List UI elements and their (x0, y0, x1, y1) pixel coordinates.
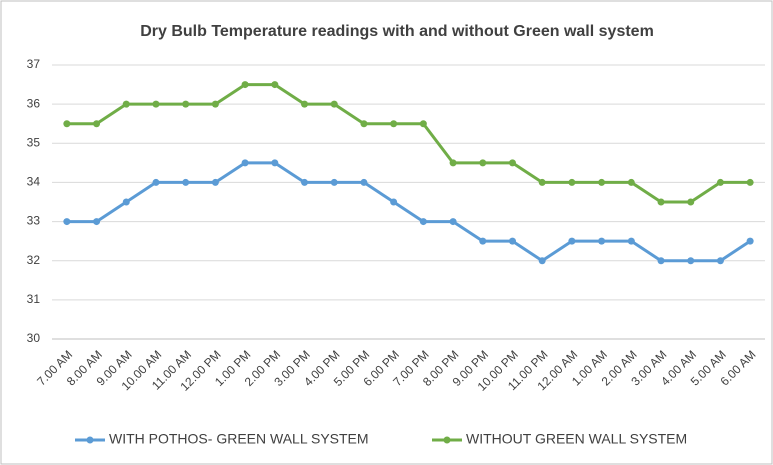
data-point (390, 120, 398, 128)
data-point (687, 198, 695, 206)
data-point (122, 100, 130, 108)
data-point (271, 81, 279, 89)
data-point (449, 218, 457, 226)
data-point (241, 159, 249, 167)
series-line (66, 83, 751, 204)
data-point (93, 120, 101, 128)
y-tick-label: 32 (27, 253, 41, 267)
data-point (627, 237, 635, 245)
legend-marker (443, 436, 451, 444)
legend-label: WITHOUT GREEN WALL SYSTEM (466, 431, 687, 447)
data-point (479, 159, 487, 167)
data-point (716, 178, 724, 186)
data-point (538, 257, 546, 265)
data-point (63, 218, 71, 226)
series-line (66, 161, 751, 263)
data-point (360, 178, 368, 186)
legend-marker (86, 436, 94, 444)
data-point (211, 100, 219, 108)
data-point (508, 159, 516, 167)
data-point (330, 100, 338, 108)
data-point (657, 257, 665, 265)
data-point (508, 237, 516, 245)
data-point (538, 178, 546, 186)
data-point (301, 178, 309, 186)
data-point (182, 178, 190, 186)
data-point (716, 257, 724, 265)
y-tick-label: 31 (27, 292, 41, 306)
data-point (271, 159, 279, 167)
data-point (241, 81, 249, 89)
data-point (598, 178, 606, 186)
y-tick-label: 36 (27, 96, 41, 110)
data-point (479, 237, 487, 245)
data-point (568, 178, 576, 186)
data-point (360, 120, 368, 128)
data-point (301, 100, 309, 108)
data-point (419, 218, 427, 226)
data-point (419, 120, 427, 128)
data-point (93, 218, 101, 226)
y-tick-label: 37 (27, 57, 41, 71)
data-point (182, 100, 190, 108)
data-point (122, 198, 130, 206)
data-point (449, 159, 457, 167)
data-point (746, 237, 754, 245)
data-point (657, 198, 665, 206)
data-point (627, 178, 635, 186)
data-point (746, 178, 754, 186)
data-point (687, 257, 695, 265)
data-point (211, 178, 219, 186)
data-point (568, 237, 576, 245)
chart-title: Dry Bulb Temperature readings with and w… (140, 23, 654, 40)
data-point (598, 237, 606, 245)
y-tick-label: 35 (27, 135, 41, 149)
y-tick-label: 34 (27, 175, 41, 189)
data-point (152, 178, 160, 186)
data-point (63, 120, 71, 128)
y-tick-label: 30 (27, 331, 41, 345)
legend-label: WITH POTHOS- GREEN WALL SYSTEM (109, 431, 369, 447)
y-tick-label: 33 (27, 214, 41, 228)
data-point (390, 198, 398, 206)
data-point (330, 178, 338, 186)
data-point (152, 100, 160, 108)
